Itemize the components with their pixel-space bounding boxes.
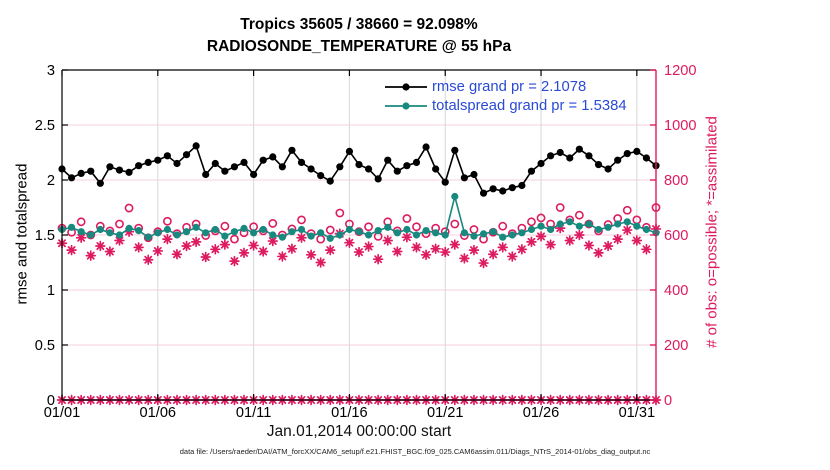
left-axis-title: rmse and totalspread: [13, 163, 31, 305]
right-tick-label: 400: [664, 283, 688, 299]
x-axis-title: Jan.01,2014 00:00:00 start: [266, 423, 452, 440]
x-tick-label: 01/26: [523, 405, 560, 421]
right-axis-title: # of obs: o=possible; *=assimilated: [703, 116, 721, 348]
right-tick-label: 1000: [664, 118, 696, 134]
right-tick-label: 600: [664, 228, 688, 244]
legend-label-rmse: rmse grand pr = 2.1078: [432, 78, 587, 95]
data-file-path: data file: /Users/raeder/DAI/ATM_forcXX/…: [179, 447, 651, 456]
assimilated-obs-series: [56, 222, 662, 269]
plot-title-variable: RADIOSONDE_TEMPERATURE @ 55 hPa: [206, 38, 512, 55]
right-tick-label: 1200: [664, 63, 696, 79]
right-tick-label: 200: [664, 338, 688, 354]
left-tick-label: 1.5: [35, 228, 55, 244]
totalspread-legend-marker: [385, 101, 427, 110]
x-tick-label: 01/01: [44, 405, 81, 421]
rmse-series: [58, 142, 660, 197]
left-tick-label: 0.5: [35, 338, 55, 354]
x-tick-label: 01/21: [427, 405, 464, 421]
legend-row-rmse: rmse grand pr = 2.1078: [383, 77, 627, 96]
legend-label-totalspread: totalspread grand pr = 1.5384: [432, 97, 627, 114]
left-tick-label: 3: [47, 63, 55, 79]
x-tick-label: 01/11: [236, 405, 271, 421]
axis-ticks-and-labels: 0 0.5 1 1.5 2 2.5 3 0 200 400 600 800 1000 1200 01/01 0…: [35, 63, 697, 421]
right-tick-label: 800: [664, 173, 688, 189]
x-tick-label: 01/31: [619, 405, 656, 421]
totalspread-series: [58, 192, 660, 242]
left-tick-label: 2.5: [35, 118, 55, 134]
right-tick-label: 0: [664, 393, 672, 409]
x-tick-label: 01/06: [140, 405, 177, 421]
left-tick-label: 0: [47, 393, 55, 409]
x-tick-label: 01/16: [331, 405, 368, 421]
plot-title-ratio: Tropics 35605 / 38660 = 92.098%: [240, 16, 478, 33]
rmse-legend-marker: [385, 82, 427, 91]
chart-legend: rmse grand pr = 2.1078 totalspread grand…: [383, 77, 627, 115]
legend-row-totalspread: totalspread grand pr = 1.5384: [383, 96, 627, 115]
left-tick-label: 1: [47, 283, 55, 299]
left-tick-label: 2: [47, 173, 55, 189]
